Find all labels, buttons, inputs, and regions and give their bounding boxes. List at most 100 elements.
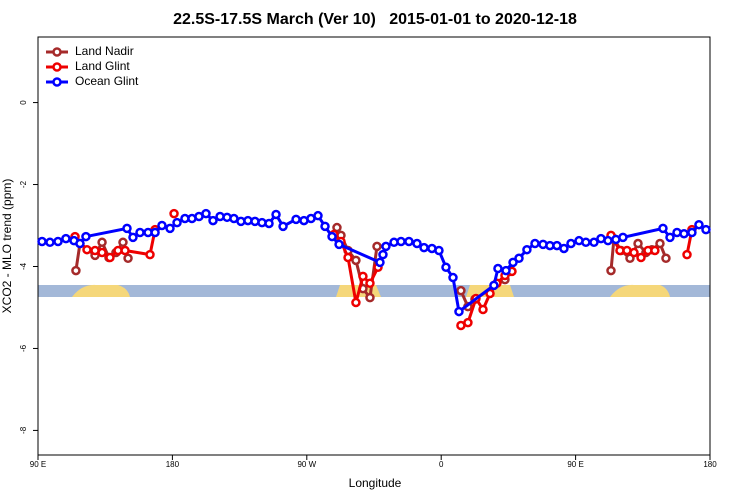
point [478,304,488,315]
land-ocean-strip [38,284,710,297]
point [278,221,288,232]
point [441,262,451,273]
point [682,249,692,260]
point [501,265,511,276]
point [650,245,660,256]
point [463,317,473,328]
point [412,238,422,249]
y-tick-label: -8 [19,426,28,434]
point [606,265,616,276]
point [404,236,414,247]
point [53,236,63,247]
point [655,238,665,249]
point [351,255,361,266]
point [320,221,330,232]
point [419,242,429,253]
point [145,249,155,260]
point [264,218,274,229]
point [71,265,81,276]
point [665,232,675,243]
point [530,238,540,249]
point [603,235,613,246]
point [629,247,639,258]
point [169,208,179,219]
point [489,280,499,291]
point [45,237,55,248]
point [201,208,211,219]
point [291,214,301,225]
point [434,245,444,256]
point [105,252,115,263]
point [271,209,281,220]
point [208,215,218,226]
point [75,238,85,249]
point [581,237,591,248]
point [381,241,391,252]
point [165,223,175,234]
x-tick-label: 90 E [567,460,583,469]
point [313,210,323,221]
point [81,231,91,242]
point [559,243,569,254]
point [636,252,646,263]
x-tick-label: 0 [439,460,444,469]
point [334,239,344,250]
point [493,263,503,274]
land-patch [610,284,670,297]
point [448,272,458,283]
chart-title: 22.5S-17.5S March (Ver 10) 2015-01-01 to… [173,11,577,28]
legend-marker [52,77,62,87]
point [694,219,704,230]
point [365,278,375,289]
point [566,238,576,249]
x-tick-label: 180 [703,460,717,469]
point [454,306,464,317]
point [618,232,628,243]
x-tick-label: 180 [166,460,180,469]
point [375,257,385,268]
point [679,228,689,239]
point [97,247,107,258]
point [358,271,368,282]
point [687,227,697,238]
point [508,257,518,268]
point [150,227,160,238]
x-tick-label: 90 E [30,460,46,469]
point [589,237,599,248]
point [123,253,133,264]
point [128,232,138,243]
x-tick-label: 90 W [297,460,316,469]
point [456,285,466,296]
point [514,253,524,264]
x-axis-label: Longitude [349,476,402,490]
point [661,253,671,264]
point [135,227,145,238]
point [372,241,382,252]
point [365,292,375,303]
point [82,244,92,255]
point [633,238,643,249]
point [658,223,668,234]
point [61,233,71,244]
point [97,237,107,248]
y-tick-label: -2 [19,180,28,188]
y-tick-label: 0 [19,100,28,105]
point [343,252,353,263]
legend-label: Land Nadir [75,44,134,58]
y-tick-label: -6 [19,344,28,352]
legend-marker [52,62,62,72]
plot-frame [37,36,711,456]
y-tick-label: -4 [19,262,28,270]
legend-label: Land Glint [75,59,130,73]
point [327,231,337,242]
point [701,224,711,235]
point [378,249,388,260]
point [120,245,130,256]
y-axis-label: XCO2 - MLO trend (ppm) [0,179,14,314]
point [522,244,532,255]
point [118,237,128,248]
land-patch [72,284,130,297]
